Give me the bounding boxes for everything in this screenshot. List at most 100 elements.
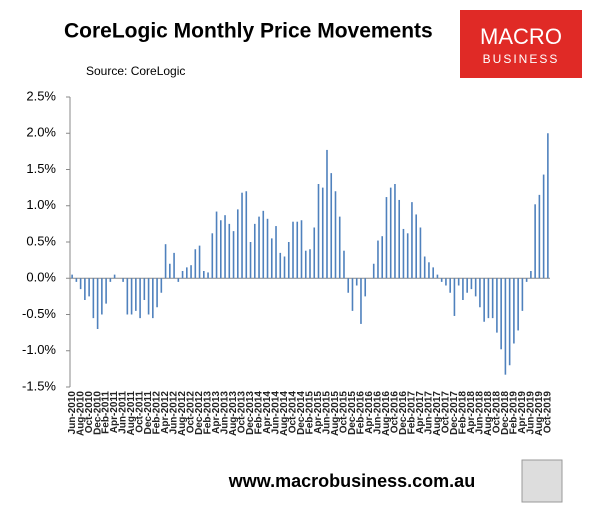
bar	[75, 278, 78, 282]
x-tick-label: Jun-2011	[118, 391, 129, 434]
x-tick-label: Apr-2013	[211, 391, 222, 434]
bar	[534, 204, 536, 279]
bar	[186, 267, 188, 279]
x-tick-label: Oct-2013	[237, 391, 248, 434]
bar	[466, 278, 468, 293]
bar	[126, 278, 129, 315]
bar	[88, 278, 90, 297]
x-tick-label: Aug-2017	[432, 391, 443, 436]
footer-url: www.macrobusiness.com.au	[228, 471, 475, 491]
bar	[394, 184, 396, 279]
bar	[326, 149, 328, 279]
x-tick-label: Dec-2012	[194, 391, 205, 435]
x-tick-label: Dec-2010	[92, 391, 103, 435]
bar	[542, 174, 545, 279]
bar	[462, 278, 464, 300]
x-tick-label: Jun-2013	[220, 391, 231, 435]
bar	[194, 249, 197, 279]
x-tick-label: Oct-2010	[84, 391, 95, 434]
bar	[487, 278, 490, 319]
bar	[130, 278, 133, 315]
bar	[198, 245, 201, 279]
bar	[245, 191, 248, 279]
bar	[143, 278, 146, 300]
bar	[270, 238, 273, 279]
bar	[92, 278, 95, 319]
x-tick-label: Jun-2019	[526, 391, 537, 435]
bar	[402, 228, 405, 279]
x-tick-label: Jun-2010	[67, 391, 78, 435]
bar	[457, 278, 460, 286]
chart-subtitle: Source: CoreLogic	[86, 64, 185, 78]
bar	[440, 278, 443, 282]
y-tick-label: 0.5%	[26, 233, 56, 248]
bar	[474, 278, 477, 297]
bar	[177, 278, 180, 282]
bar	[513, 278, 515, 344]
x-tick-label: Feb-2013	[203, 391, 214, 435]
bar	[504, 278, 507, 375]
bar	[232, 231, 235, 279]
bar	[372, 263, 375, 279]
bar	[292, 221, 294, 279]
bar	[313, 227, 316, 279]
x-tick-label: Apr-2016	[364, 391, 375, 434]
x-tick-label: Aug-2018	[483, 391, 494, 436]
bar	[343, 250, 345, 279]
bar	[415, 214, 417, 279]
bar	[500, 278, 502, 350]
x-tick-label: Feb-2016	[356, 391, 367, 435]
bar	[190, 265, 192, 279]
bar	[530, 271, 532, 279]
bar	[491, 278, 494, 319]
bar	[249, 242, 252, 279]
x-tick-label: Jun-2018	[475, 391, 486, 435]
x-tick-label: Feb-2018	[458, 391, 469, 435]
bar	[253, 223, 256, 279]
x-tick-label: Oct-2016	[390, 391, 401, 434]
x-tick-label: Aug-2012	[177, 391, 188, 436]
bar	[389, 187, 392, 279]
bar	[101, 278, 103, 315]
bar	[317, 184, 320, 279]
x-tick-label: Jun-2017	[424, 391, 435, 435]
x-tick-label: Aug-2013	[228, 391, 239, 436]
x-tick-label: Dec-2013	[245, 391, 256, 435]
bar	[147, 278, 150, 315]
bar	[449, 278, 451, 293]
logo-text: MACRO	[480, 24, 562, 49]
x-tick-label: Aug-2016	[381, 391, 392, 436]
bar	[309, 249, 311, 279]
x-tick-label: Feb-2014	[254, 391, 265, 435]
bar	[164, 244, 167, 279]
bar	[338, 216, 341, 279]
bar	[351, 278, 354, 311]
x-tick-label: Oct-2011	[135, 391, 146, 433]
bar	[283, 256, 286, 279]
bar	[71, 274, 73, 279]
bar	[236, 209, 239, 279]
y-tick-label: 2.5%	[26, 88, 56, 103]
x-tick-label: Apr-2019	[517, 391, 528, 434]
bar	[300, 220, 303, 279]
bar	[470, 278, 473, 290]
x-tick-label: Apr-2014	[262, 391, 273, 434]
bar	[355, 278, 358, 286]
bar	[436, 274, 439, 279]
bar	[479, 278, 481, 308]
x-tick-label: Aug-2019	[534, 391, 545, 436]
bar	[203, 271, 205, 279]
x-tick-label: Aug-2010	[75, 391, 86, 436]
bar	[79, 278, 82, 290]
bar	[113, 274, 116, 279]
logo-box	[460, 10, 582, 78]
bar	[377, 240, 379, 279]
bar	[334, 191, 337, 279]
bar	[266, 218, 269, 279]
bar	[517, 278, 519, 331]
bar	[508, 278, 511, 366]
bar	[304, 250, 307, 279]
bar	[381, 236, 384, 279]
bar	[262, 210, 265, 279]
x-tick-label: Feb-2011	[101, 391, 112, 434]
